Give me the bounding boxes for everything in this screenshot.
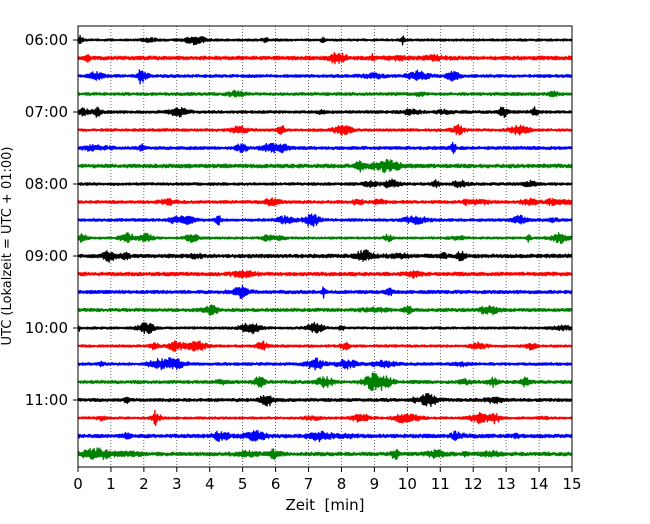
trace-1000	[77, 321, 573, 335]
x-tick-label: 2	[139, 475, 149, 493]
trace-0945	[77, 304, 573, 316]
trace-0930	[77, 285, 573, 299]
x-tick-label: 1	[106, 475, 116, 493]
y-tick-label: 08:00	[25, 175, 68, 193]
trace-1045	[77, 372, 573, 392]
x-tick-label: 10	[398, 475, 417, 493]
trace-0730	[77, 141, 573, 155]
x-tick-label: 13	[497, 475, 516, 493]
trace-0700	[77, 106, 573, 119]
y-tick-label: 11:00	[25, 391, 68, 409]
trace-0845	[77, 231, 573, 245]
trace-1145	[77, 447, 573, 461]
x-axis-ticks: 0 1 2 3 4 5 6 7 8 9 10 11 12 13 14 15	[73, 467, 582, 493]
x-tick-label: 15	[562, 475, 581, 493]
x-tick-label: 7	[304, 475, 314, 493]
y-tick-label: 06:00	[25, 31, 68, 49]
trace-0630	[77, 69, 573, 85]
trace-0830	[77, 213, 573, 227]
plot-frame	[77, 25, 573, 468]
y-tick-label: 09:00	[25, 247, 68, 265]
y-axis-label: UTC (Lokalzeit = UTC + 01:00)	[0, 147, 15, 346]
trace-0900	[77, 249, 573, 263]
trace-0745	[77, 158, 573, 174]
x-tick-label: 5	[238, 475, 248, 493]
trace-0915	[77, 269, 573, 279]
trace-0600	[77, 34, 573, 46]
x-tick-label: 6	[271, 475, 281, 493]
trace-1115	[77, 409, 573, 427]
x-tick-label: 4	[205, 475, 215, 493]
x-tick-label: 9	[370, 475, 380, 493]
trace-1100	[77, 392, 573, 408]
trace-0715	[77, 124, 573, 136]
x-tick-label: 3	[172, 475, 182, 493]
trace-0800	[77, 178, 573, 189]
y-tick-label: 10:00	[25, 319, 68, 337]
y-axis-ticks: 06:00 07:00 08:00 09:00 10:00 11:00	[25, 31, 78, 409]
x-tick-label: 12	[464, 475, 483, 493]
seismic-traces	[77, 34, 573, 461]
trace-1030	[77, 357, 573, 371]
trace-0815	[77, 197, 573, 207]
trace-1015	[77, 340, 573, 352]
y-tick-label: 07:00	[25, 103, 68, 121]
trace-0615	[77, 52, 573, 65]
x-tick-label: 0	[73, 475, 83, 493]
x-tick-label: 11	[431, 475, 450, 493]
trace-0645	[77, 89, 573, 98]
x-axis-label: Zeit [min]	[285, 496, 364, 514]
trace-1130	[77, 430, 573, 443]
x-tick-label: 8	[337, 475, 347, 493]
x-tick-label: 14	[530, 475, 549, 493]
